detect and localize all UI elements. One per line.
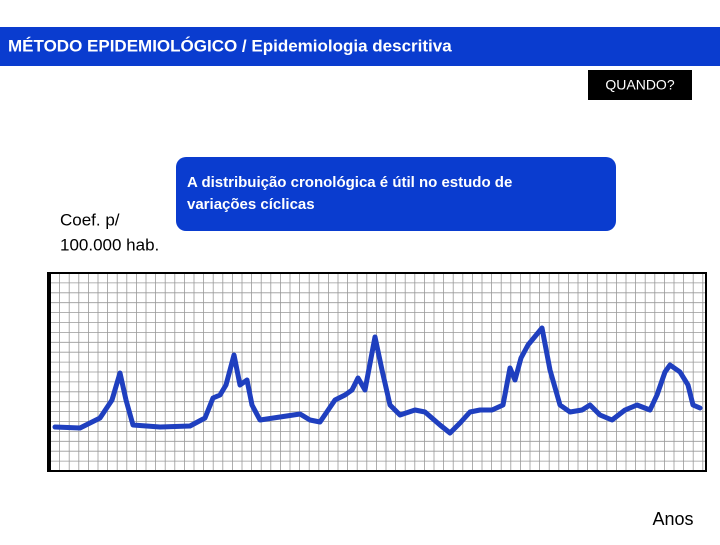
title-bar <box>0 27 720 66</box>
callout-text: A distribuição cronológica é útil no est… <box>187 174 512 191</box>
x-axis-label: Anos <box>652 509 693 529</box>
trend-curve <box>52 325 703 436</box>
y-axis-label: 100.000 hab. <box>60 235 159 254</box>
badge-text: QUANDO? <box>605 77 674 93</box>
badge-box <box>588 70 692 100</box>
grid <box>49 272 706 472</box>
callout-box <box>176 157 616 231</box>
slide-title: MÉTODO EPIDEMIOLÓGICO / Epidemiologia de… <box>8 36 452 55</box>
callout-text: variações cíclicas <box>187 196 315 213</box>
y-axis-label: Coef. p/ <box>60 210 120 229</box>
